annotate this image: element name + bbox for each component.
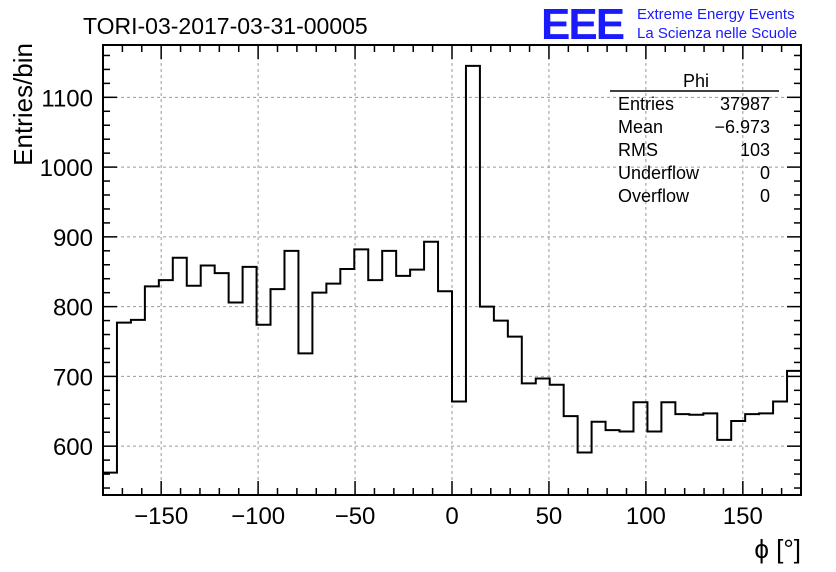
stats-label: Entries bbox=[618, 94, 674, 114]
stats-title: Phi bbox=[683, 71, 709, 91]
y-tick-labels: 600 700 800 900 1000 1100 bbox=[40, 85, 93, 461]
stats-box: Phi Entries 37987 Mean −6.973 RMS 103 Un… bbox=[610, 71, 779, 206]
x-tick-label: −100 bbox=[231, 503, 285, 530]
run-title: TORI-03-2017-03-31-00005 bbox=[83, 13, 368, 39]
y-tick-label: 1100 bbox=[41, 85, 93, 112]
y-tick-label: 900 bbox=[53, 225, 93, 252]
stats-value: 103 bbox=[740, 140, 770, 160]
histogram-series bbox=[102, 64, 802, 495]
y-tick-label: 1000 bbox=[40, 155, 93, 182]
y-tick-label: 600 bbox=[53, 434, 93, 461]
x-tick-label: −150 bbox=[134, 503, 188, 530]
x-tick-label: 0 bbox=[445, 503, 458, 530]
x-axis-label: ϕ [°] bbox=[754, 534, 801, 564]
y-tick-label: 800 bbox=[53, 295, 93, 322]
stats-label: Overflow bbox=[618, 186, 690, 206]
stats-row: Mean −6.973 bbox=[618, 117, 770, 137]
x-tick-label: 150 bbox=[723, 503, 763, 530]
plot-frame bbox=[102, 44, 802, 496]
stats-row: Entries 37987 bbox=[618, 94, 770, 114]
stats-value: 0 bbox=[760, 186, 770, 206]
stats-row: Overflow 0 bbox=[618, 186, 770, 206]
stats-label: RMS bbox=[618, 140, 658, 160]
stats-row: Underflow 0 bbox=[618, 163, 770, 183]
logo-line-1: Extreme Energy Events bbox=[637, 6, 795, 23]
x-tick-label: 50 bbox=[536, 503, 563, 530]
grid bbox=[103, 45, 801, 495]
stats-value: 37987 bbox=[720, 94, 770, 114]
logo-mark: EEE bbox=[541, 0, 624, 49]
logo-line-2: La Scienza nelle Scuole bbox=[637, 25, 797, 42]
y-tick-label: 700 bbox=[53, 364, 93, 391]
stats-label: Mean bbox=[618, 117, 663, 137]
stats-value: 0 bbox=[760, 163, 770, 183]
stats-label: Underflow bbox=[618, 163, 700, 183]
x-tick-labels: −150 −100 −50 0 50 100 150 bbox=[134, 503, 763, 530]
x-tick-label: −50 bbox=[335, 503, 376, 530]
stats-value: −6.973 bbox=[714, 117, 770, 137]
y-axis-label: Entries/bin bbox=[8, 43, 38, 166]
eee-logo: EEE Extreme Energy Events La Scienza nel… bbox=[541, 0, 797, 49]
stats-row: RMS 103 bbox=[618, 140, 770, 160]
x-tick-label: 100 bbox=[626, 503, 666, 530]
